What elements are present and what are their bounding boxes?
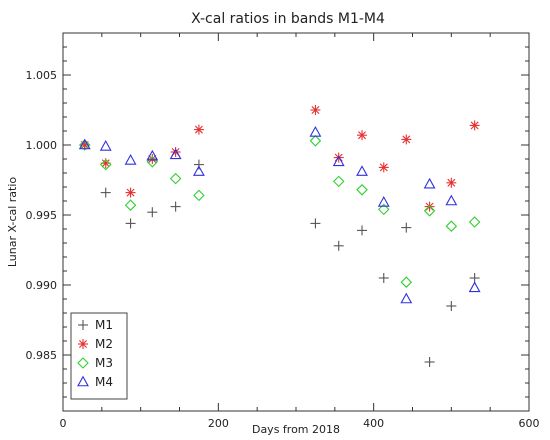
x-axis-label: Days from 2018 [252,423,340,436]
data-point-m1 [401,222,412,233]
legend-label-m3: M3 [95,356,113,370]
data-point-m3 [124,199,137,211]
data-point-m4 [169,148,182,160]
data-point-m4 [445,194,458,206]
data-point-m4 [99,140,112,151]
x-tick-label: 400 [363,417,384,430]
data-point-m1 [193,159,204,170]
data-point-m3 [468,216,481,228]
data-point-m2 [378,162,389,173]
y-axis-label: Lunar X-cal ratio [6,177,19,268]
data-series [78,105,481,367]
data-point-m2 [446,177,457,188]
data-point-m1 [357,225,368,236]
legend: M1 M2 M3 M4 [70,312,128,400]
data-point-m2 [424,201,435,212]
data-point-m3 [99,158,112,171]
legend-label-m4: M4 [95,375,113,389]
data-point-m4 [377,196,390,207]
data-point-m1 [170,201,181,212]
data-point-m2 [147,154,158,164]
x-tick-label: 0 [60,417,67,430]
legend-label-m1: M1 [95,318,113,332]
legend-marker-m2 [78,339,88,349]
series-m4 [78,126,481,304]
data-point-m4 [309,126,322,137]
series-m3 [78,135,481,288]
data-point-m2 [401,134,412,145]
axis-ticks [62,32,530,412]
data-point-m3 [356,184,368,196]
legend-marker-m3 [77,357,89,369]
data-point-m2 [469,120,480,131]
data-point-m1 [147,207,158,218]
data-point-m3 [332,175,345,188]
data-point-m1 [310,218,321,229]
data-point-m4 [400,292,413,304]
data-point-m4 [78,138,91,150]
data-point-m1 [378,273,389,283]
data-point-m4 [423,177,436,189]
y-tick-label: 0.990 [26,279,58,292]
plot-frame [62,32,530,412]
data-point-m3 [377,203,390,216]
data-point-m1 [125,218,136,229]
x-tick-label: 200 [208,417,229,430]
y-tick-label: 0.985 [26,349,58,362]
data-point-m1 [446,301,457,311]
legend-box [70,312,128,400]
data-point-m1 [333,240,344,251]
y-tick-label: 1.005 [26,69,58,82]
data-point-m3 [78,139,91,151]
data-point-m4 [468,281,481,293]
data-point-m2 [193,124,204,135]
legend-marker-m4 [77,375,89,387]
data-point-m2 [310,105,321,115]
series-m2 [79,105,480,212]
legend-marker-m1 [78,320,88,330]
data-point-m4 [356,165,368,176]
data-point-m3 [169,172,182,185]
data-point-m3 [423,205,436,217]
data-point-m3 [400,276,413,288]
data-point-m2 [125,187,136,198]
legend-label-m2: M2 [95,337,113,351]
data-point-m1 [424,357,435,367]
series-m1 [79,140,480,367]
data-point-m3 [309,135,322,147]
x-tick-label: 600 [519,417,540,430]
data-point-m4 [124,154,137,165]
tick-labels: 0 200 400 600 0.985 0.990 0.995 1.000 1.005 [26,69,540,430]
y-tick-label: 0.995 [26,209,58,222]
data-point-m1 [100,187,111,198]
data-point-m3 [193,189,205,202]
data-point-m2 [357,130,368,141]
chart-title: X-cal ratios in bands M1-M4 [191,11,385,27]
data-point-m4 [192,165,205,176]
y-tick-label: 1.000 [26,139,58,152]
data-point-m4 [146,149,159,161]
data-point-m3 [445,220,458,232]
data-point-m4 [332,155,345,167]
data-point-m1 [469,273,480,283]
